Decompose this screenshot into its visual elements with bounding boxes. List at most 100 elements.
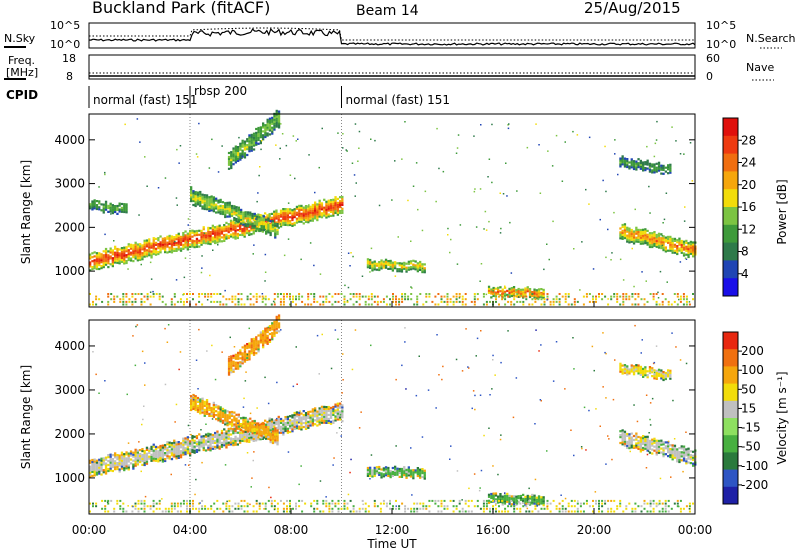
heatmap-cell xyxy=(170,298,173,301)
heatmap-cell xyxy=(205,208,209,211)
heatmap-cell xyxy=(164,237,167,240)
heatmap-cell xyxy=(148,457,151,460)
heatmap-cell xyxy=(645,280,647,282)
heatmap-cell xyxy=(232,432,235,435)
heatmap-cell xyxy=(243,356,247,359)
heatmap-cell xyxy=(304,214,308,218)
heatmap-cell xyxy=(157,450,160,453)
heatmap-cell xyxy=(669,455,672,459)
heatmap-cell xyxy=(201,293,204,295)
heatmap-cell xyxy=(515,497,518,500)
heatmap-cell xyxy=(230,210,234,213)
heatmap-cell xyxy=(214,441,217,444)
heatmap-cell xyxy=(267,225,270,228)
heatmap-cell xyxy=(182,234,185,237)
heatmap-cell xyxy=(484,210,487,213)
heatmap-cell xyxy=(120,459,124,462)
heatmap-cell xyxy=(100,463,103,466)
heatmap-cell xyxy=(264,339,267,342)
heatmap-cell xyxy=(268,217,271,220)
heatmap-cell xyxy=(396,270,399,273)
heatmap-cell xyxy=(284,210,287,213)
heatmap-cell xyxy=(526,146,529,149)
heatmap-cell xyxy=(109,251,112,254)
heatmap-cell xyxy=(152,252,155,256)
heatmap-cell xyxy=(223,436,226,439)
heatmap-cell xyxy=(211,230,214,233)
heatmap-cell xyxy=(232,157,235,160)
heatmap-cell xyxy=(289,505,291,508)
heatmap-cell xyxy=(492,288,495,291)
heatmap-cell xyxy=(522,290,525,293)
heatmap-cell xyxy=(227,443,230,446)
heatmap-cell xyxy=(89,265,92,268)
heatmap-cell xyxy=(382,499,385,502)
heatmap-cell xyxy=(269,441,272,444)
heatmap-cell xyxy=(273,210,276,213)
heatmap-cell xyxy=(127,249,130,252)
heatmap-cell xyxy=(277,415,280,418)
heatmap-cell xyxy=(282,507,285,510)
heatmap-cell xyxy=(422,505,425,508)
heatmap-cell xyxy=(225,430,228,433)
heatmap-cell xyxy=(394,473,397,476)
heatmap-cell xyxy=(239,349,242,352)
heatmap-cell xyxy=(678,456,681,460)
heatmap-cell xyxy=(259,339,262,342)
heatmap-cell xyxy=(152,510,155,513)
heatmap-cell xyxy=(237,149,240,153)
heatmap-cell xyxy=(255,336,258,339)
heatmap-cell xyxy=(177,238,180,241)
heatmap-cell xyxy=(214,445,217,448)
heatmap-cell xyxy=(396,473,399,476)
heatmap-cell xyxy=(259,335,262,338)
heatmap-cell xyxy=(125,246,128,249)
heatmap-cell xyxy=(116,462,119,465)
heatmap-cell xyxy=(637,228,640,231)
heatmap-cell xyxy=(371,265,374,268)
heatmap-cell xyxy=(191,446,194,450)
heatmap-cell xyxy=(630,240,633,243)
heatmap-cell xyxy=(307,211,310,214)
heatmap-cell xyxy=(316,209,319,212)
heatmap-cell xyxy=(271,334,274,337)
heatmap-cell xyxy=(437,499,440,502)
heatmap-cell xyxy=(240,212,243,215)
heatmap-cell xyxy=(284,212,287,215)
heatmap-cell xyxy=(664,236,667,239)
heatmap-cell xyxy=(341,406,344,409)
heatmap-cell xyxy=(253,429,256,432)
heatmap-cell xyxy=(642,238,645,241)
heatmap-cell xyxy=(139,243,142,246)
heatmap-cell xyxy=(533,288,536,291)
heatmap-cell xyxy=(200,241,203,244)
heatmap-cell xyxy=(141,455,144,459)
heatmap-cell xyxy=(199,198,202,201)
heatmap-cell xyxy=(325,407,328,411)
heatmap-cell xyxy=(546,293,549,295)
heatmap-cell xyxy=(241,233,244,237)
heatmap-cell xyxy=(231,510,234,513)
heatmap-cell xyxy=(93,466,96,469)
heatmap-cell xyxy=(212,407,215,410)
heatmap-cell xyxy=(95,256,99,259)
heatmap-cell xyxy=(234,367,237,370)
heatmap-cell xyxy=(458,297,461,299)
heatmap-cell xyxy=(456,147,459,149)
heatmap-cell xyxy=(104,507,107,510)
heatmap-cell xyxy=(307,410,310,414)
heatmap-cell xyxy=(89,471,92,474)
heatmap-cell xyxy=(621,161,624,164)
heatmap-cell xyxy=(255,131,258,134)
heatmap-cell xyxy=(240,303,243,306)
heatmap-cell xyxy=(116,467,119,471)
heatmap-cell xyxy=(152,295,155,298)
heatmap-cell xyxy=(266,420,269,424)
heatmap-cell xyxy=(503,500,507,503)
heatmap-cell xyxy=(158,298,161,301)
heatmap-cell xyxy=(273,212,276,215)
heatmap-cell xyxy=(522,501,525,504)
heatmap-cell xyxy=(614,139,616,141)
heatmap-cell xyxy=(229,229,233,232)
heatmap-cell xyxy=(282,429,285,432)
